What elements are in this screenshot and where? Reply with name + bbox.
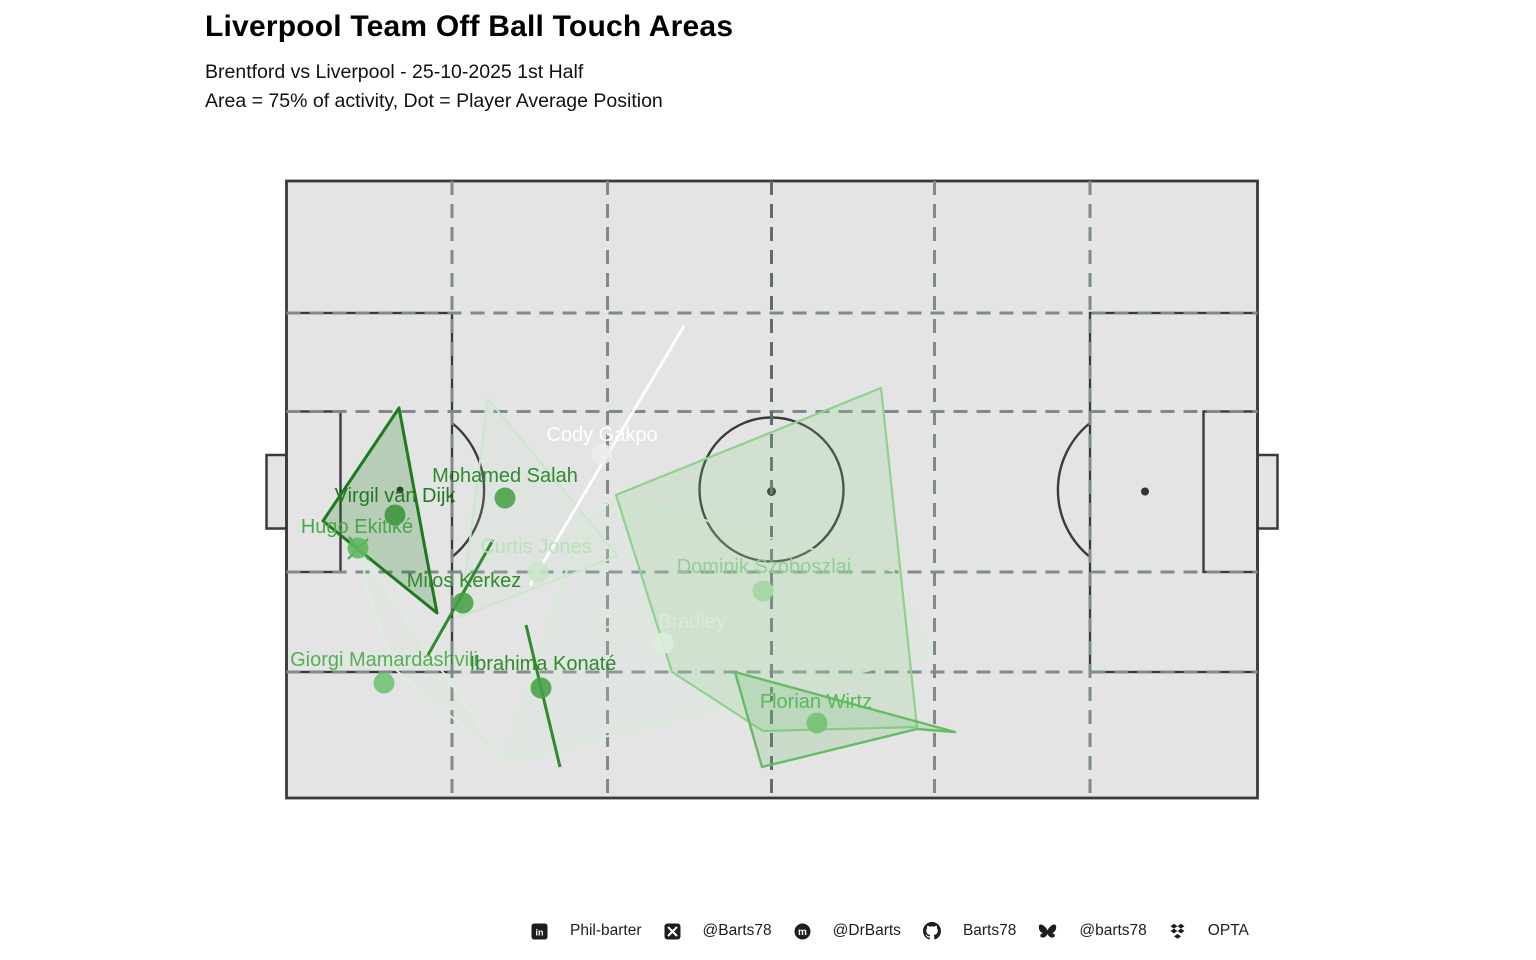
player-hull <box>359 551 506 763</box>
player-label: Giorgi Mamardashvili <box>290 649 478 671</box>
touch-area-hulls <box>321 325 957 769</box>
player-dot <box>806 712 828 734</box>
footer-bluesky[interactable]: @barts78 <box>1038 922 1147 940</box>
player-label: Mohamed Salah <box>432 465 578 487</box>
svg-text:m: m <box>798 927 807 938</box>
github-icon <box>922 922 941 940</box>
player-hull <box>321 406 439 615</box>
footer-credits: in Phil-barter @Barts78 m @DrBarts Barts… <box>531 922 1249 940</box>
player-dot <box>530 677 552 699</box>
dropbox-icon <box>1170 923 1185 939</box>
player-hull <box>733 670 957 769</box>
bluesky-icon <box>1039 924 1057 938</box>
linkedin-handle: Phil-barter <box>570 922 642 939</box>
github-handle: Barts78 <box>962 922 1017 939</box>
footer-linkedin[interactable]: in Phil-barter <box>531 922 642 940</box>
player-dot <box>652 632 674 654</box>
player-hull <box>459 398 619 618</box>
linkedin-icon: in <box>531 923 548 939</box>
player-dot <box>527 561 549 583</box>
player-dot <box>752 580 774 602</box>
player-label: Cody Gakpo <box>546 424 657 446</box>
right-goal <box>1256 453 1279 530</box>
player-hull <box>504 495 931 763</box>
svg-text:in: in <box>536 927 544 937</box>
player-label: Curtis Jones <box>480 536 591 558</box>
player-label: Hugo Ekitiké <box>301 516 413 538</box>
left-goal <box>265 453 288 530</box>
right-penalty-spot <box>1141 487 1149 496</box>
footer-opta[interactable]: OPTA <box>1169 922 1249 940</box>
zone-grid <box>286 181 1258 798</box>
player-label: Dominik Szoboszlai <box>677 556 852 578</box>
player-dot <box>591 443 613 465</box>
player-dot <box>384 504 406 526</box>
player-label: Conor Bradley <box>598 611 726 633</box>
footer-mastodon[interactable]: m @DrBarts <box>794 922 901 940</box>
footer-x[interactable]: @Barts78 <box>664 922 772 940</box>
player-label: Ibrahima Konaté <box>470 653 617 675</box>
player-dots <box>347 443 828 734</box>
player-label: Virgil van Dijk <box>335 485 457 507</box>
legend-note: Area = 75% of activity, Dot = Player Ave… <box>205 90 663 112</box>
left-penalty-arc <box>451 422 486 558</box>
player-dot <box>373 672 395 694</box>
player-dot <box>347 537 369 559</box>
player-hull <box>614 386 919 733</box>
bluesky-handle: @barts78 <box>1079 922 1147 939</box>
left-penalty-spot <box>396 486 404 494</box>
footer-github[interactable]: Barts78 <box>922 922 1017 940</box>
player-labels: Conor Bradley Giorgi Mamardashvili Curtis … <box>290 424 872 713</box>
opta-label: OPTA <box>1207 922 1249 939</box>
match-subtitle: Brentford vs Liverpool - 25-10-2025 1st … <box>205 61 584 83</box>
player-dot <box>452 592 474 614</box>
player-label: Florian Wirtz <box>760 691 872 713</box>
x-icon <box>664 923 680 939</box>
x-handle: @Barts78 <box>702 922 772 939</box>
mastodon-icon: m <box>794 923 811 939</box>
player-label: Milos Kerkez <box>407 570 521 592</box>
player-dot <box>494 487 516 509</box>
right-penalty-arc <box>1056 422 1091 558</box>
mastodon-handle: @DrBarts <box>832 922 901 939</box>
page-title: Liverpool Team Off Ball Touch Areas <box>205 10 734 43</box>
chart-header: Liverpool Team Off Ball Touch Areas Bren… <box>205 10 733 116</box>
